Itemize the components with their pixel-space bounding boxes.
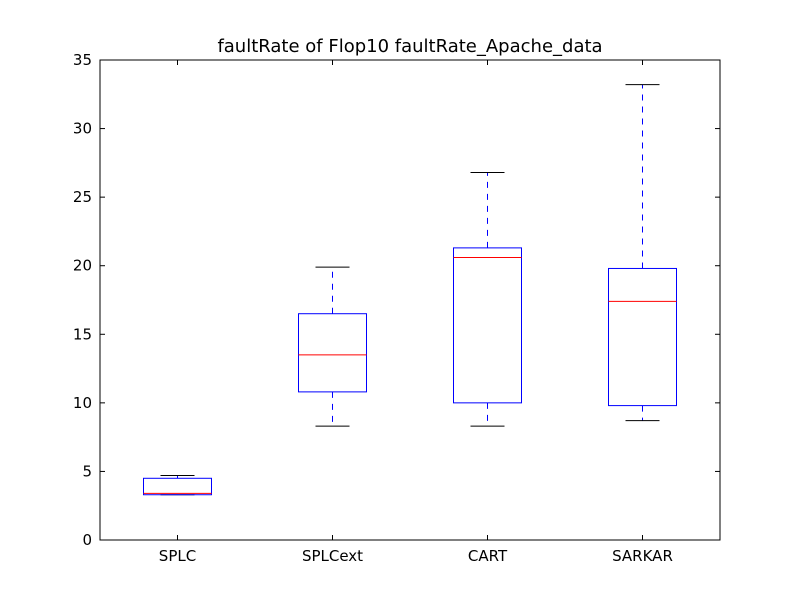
- box: [298, 313, 367, 393]
- x-tick-label: CART: [468, 547, 508, 565]
- y-tick-label: 0: [82, 531, 92, 549]
- box: [453, 247, 522, 404]
- y-tick-label: 20: [73, 257, 92, 275]
- y-tick-label: 30: [73, 120, 92, 138]
- y-tick-label: 15: [73, 325, 92, 343]
- chart-title: faultRate of Flop10 faultRate_Apache_dat…: [217, 36, 602, 57]
- y-tick-label: 35: [73, 51, 92, 69]
- y-tick-label: 5: [82, 462, 92, 480]
- plot-area-frame: [99, 59, 721, 541]
- x-tick-label: SARKAR: [612, 547, 673, 565]
- y-tick-label: 10: [73, 394, 92, 412]
- y-tick-label: 25: [73, 188, 92, 206]
- box: [608, 267, 677, 407]
- x-tick-label: SPLCext: [302, 547, 363, 565]
- x-tick-label: SPLC: [159, 547, 196, 565]
- box: [143, 477, 212, 496]
